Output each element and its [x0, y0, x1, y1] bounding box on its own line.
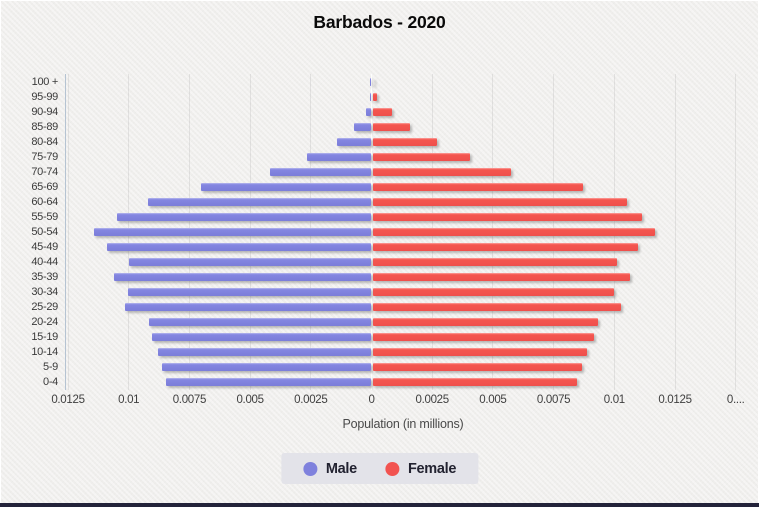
gridline	[67, 74, 69, 390]
female-bar[interactable]	[372, 348, 587, 356]
age-group-label: 60-64	[31, 196, 58, 208]
chart-title: Barbados - 2020	[313, 12, 446, 32]
female-bar[interactable]	[372, 288, 615, 296]
female-bar[interactable]	[372, 183, 584, 191]
male-bar[interactable]	[370, 78, 371, 86]
male-bar[interactable]	[116, 213, 371, 221]
female-bar[interactable]	[372, 198, 628, 206]
female-bar[interactable]	[372, 273, 631, 281]
male-bar[interactable]	[106, 243, 371, 251]
age-group-label: 15-19	[31, 331, 58, 343]
female-bar[interactable]	[372, 153, 470, 161]
age-group-label: 85-89	[31, 121, 58, 133]
female-bar[interactable]	[372, 138, 438, 146]
age-group-label: 25-29	[31, 301, 58, 313]
x-tick-label: 0.005	[479, 394, 507, 406]
female-bar[interactable]	[372, 303, 622, 311]
age-group-label: 45-49	[31, 241, 58, 253]
male-legend-label: Male	[325, 460, 357, 477]
legend: Male Female	[280, 453, 479, 484]
male-bar[interactable]	[165, 378, 371, 386]
male-bar[interactable]	[369, 93, 371, 101]
male-bar[interactable]	[306, 153, 371, 161]
male-bar[interactable]	[129, 258, 371, 266]
legend-item-male[interactable]: Male	[302, 460, 357, 477]
age-group-label: 55-59	[31, 211, 58, 223]
x-tick-label: 0.0125	[658, 394, 692, 406]
age-group-label: 95-99	[31, 91, 58, 103]
female-bar[interactable]	[372, 93, 378, 101]
female-bar[interactable]	[372, 258, 617, 266]
male-bar[interactable]	[124, 303, 371, 311]
female-bar[interactable]	[372, 108, 392, 116]
female-bar[interactable]	[372, 243, 638, 251]
x-tick-label: 0.0025	[294, 394, 328, 406]
gridline	[371, 74, 372, 390]
age-group-label: 100 +	[31, 76, 59, 88]
female-legend-label: Female	[407, 460, 457, 477]
age-group-label: 80-84	[31, 136, 58, 148]
male-bar[interactable]	[127, 288, 371, 296]
female-bar[interactable]	[372, 123, 411, 131]
age-group-label: 50-54	[31, 226, 58, 238]
male-bar[interactable]	[149, 318, 371, 326]
male-bar[interactable]	[269, 168, 371, 176]
male-bar[interactable]	[162, 363, 371, 371]
male-bar[interactable]	[147, 198, 371, 206]
legend-item-female[interactable]: Female	[384, 460, 457, 477]
male-bar[interactable]	[94, 228, 371, 236]
age-group-label: 90-94	[31, 106, 58, 118]
y-axis-line	[65, 74, 66, 390]
female-bar[interactable]	[372, 318, 598, 326]
gridline	[674, 74, 676, 390]
x-tick-label: 0.0125	[51, 394, 85, 406]
age-group-label: 65-69	[31, 181, 58, 193]
x-tick-label: 0.01	[118, 394, 140, 406]
age-group-label: 10-14	[31, 346, 58, 358]
x-tick-label: 0....	[726, 394, 745, 406]
x-tick-label: 0	[368, 394, 375, 406]
age-group-label: 5-9	[43, 361, 58, 373]
age-group-label: 20-24	[31, 316, 58, 328]
female-bar[interactable]	[372, 363, 582, 371]
x-tick-label: 0.0075	[536, 394, 571, 406]
age-group-label: 75-79	[31, 151, 58, 163]
female-bar[interactable]	[372, 333, 595, 341]
x-tick-label: 0.01	[603, 394, 625, 406]
age-group-label: 35-39	[31, 271, 58, 283]
male-bar[interactable]	[157, 348, 371, 356]
female-bar[interactable]	[372, 78, 374, 86]
female-legend-marker-icon	[384, 461, 399, 476]
x-tick-label: 0.0075	[172, 394, 207, 406]
male-bar[interactable]	[151, 333, 371, 341]
female-bar[interactable]	[372, 213, 642, 221]
male-bar[interactable]	[354, 123, 371, 131]
footer-bar	[0, 503, 759, 507]
age-group-label: 40-44	[31, 256, 58, 268]
male-bar[interactable]	[336, 138, 371, 146]
female-bar[interactable]	[372, 378, 578, 386]
male-legend-marker-icon	[302, 461, 317, 476]
age-group-label: 0-4	[43, 376, 58, 388]
female-bar[interactable]	[372, 168, 511, 176]
age-group-label: 30-34	[31, 286, 58, 298]
x-tick-label: 0.005	[236, 394, 264, 406]
x-axis-title: Population (in millions)	[342, 417, 464, 431]
age-group-label: 70-74	[31, 166, 58, 178]
x-tick-label: 0.0025	[415, 394, 450, 406]
male-bar[interactable]	[365, 108, 371, 116]
gridline	[735, 74, 737, 390]
male-bar[interactable]	[201, 183, 371, 191]
female-bar[interactable]	[372, 228, 655, 236]
male-bar[interactable]	[114, 273, 371, 281]
